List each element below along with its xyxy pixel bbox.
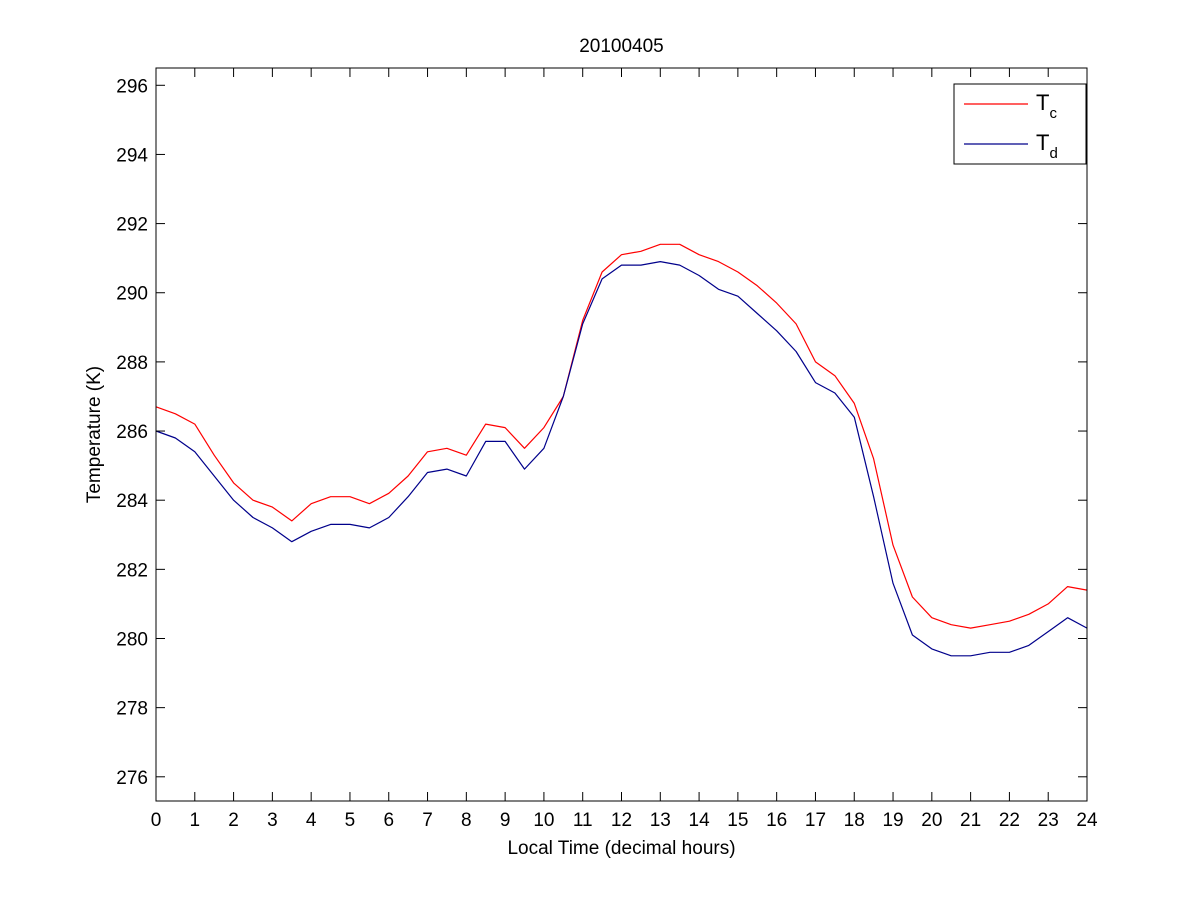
y-tick-label: 288 bbox=[116, 353, 148, 374]
x-tick-label: 8 bbox=[461, 810, 472, 831]
x-tick-label: 22 bbox=[999, 810, 1020, 831]
y-tick-label: 292 bbox=[116, 215, 148, 236]
legend-box bbox=[953, 83, 1087, 165]
x-tick-label: 0 bbox=[151, 810, 162, 831]
x-tick-label: 2 bbox=[228, 810, 239, 831]
x-tick-label: 17 bbox=[805, 810, 826, 831]
legend-label-subscript: c bbox=[1049, 105, 1057, 122]
y-tick-label: 278 bbox=[116, 699, 148, 720]
y-tick-label: 280 bbox=[116, 629, 148, 650]
x-axis-label: Local Time (decimal hours) bbox=[507, 838, 735, 859]
y-axis-label: Temperature (K) bbox=[84, 366, 105, 503]
legend-label-main: T bbox=[1036, 90, 1049, 115]
x-tick-label: 6 bbox=[383, 810, 394, 831]
x-tick-label: 4 bbox=[306, 810, 317, 831]
legend-label-c: Tc bbox=[1036, 90, 1057, 122]
x-tick-label: 9 bbox=[500, 810, 511, 831]
y-tick-label: 282 bbox=[116, 560, 148, 581]
x-tick-label: 19 bbox=[882, 810, 903, 831]
x-tick-label: 24 bbox=[1076, 810, 1098, 831]
x-tick-label: 11 bbox=[573, 810, 593, 831]
x-tick-label: 13 bbox=[650, 810, 671, 831]
x-tick-label: 23 bbox=[1038, 810, 1059, 831]
x-tick-label: 5 bbox=[345, 810, 356, 831]
x-tick-label: 7 bbox=[422, 810, 433, 831]
y-tick-label: 294 bbox=[116, 145, 148, 166]
series-line-t-c bbox=[155, 243, 1088, 629]
y-tick-label: 296 bbox=[116, 76, 148, 97]
legend-label-subscript: d bbox=[1049, 145, 1057, 162]
legend-label-main: T bbox=[1036, 130, 1049, 155]
y-tick-label: 286 bbox=[116, 422, 148, 443]
x-tick-label: 14 bbox=[689, 810, 711, 831]
x-tick-label: 15 bbox=[727, 810, 748, 831]
x-tick-label: 3 bbox=[267, 810, 278, 831]
x-tick-label: 1 bbox=[190, 810, 201, 831]
chart-title: 20100405 bbox=[579, 36, 664, 57]
x-tick-label: 12 bbox=[611, 810, 632, 831]
y-tick-label: 276 bbox=[116, 768, 148, 789]
x-tick-label: 21 bbox=[960, 810, 981, 831]
x-tick-label: 18 bbox=[844, 810, 865, 831]
x-tick-label: 16 bbox=[766, 810, 787, 831]
y-tick-label: 284 bbox=[116, 491, 148, 512]
ticks-layer: 0 1 2 3 4 5 6 7 8 9 10 11 12 13 14 15 16 17 18 19 20 21 22 23 24… bbox=[116, 68, 1098, 831]
series-layer bbox=[155, 243, 1088, 657]
legend-label-d: Td bbox=[1036, 130, 1058, 162]
y-tick-label: 290 bbox=[116, 284, 148, 305]
x-tick-label: 10 bbox=[533, 810, 554, 831]
x-tick-label: 20 bbox=[921, 810, 942, 831]
series-line-t-d bbox=[155, 261, 1088, 657]
